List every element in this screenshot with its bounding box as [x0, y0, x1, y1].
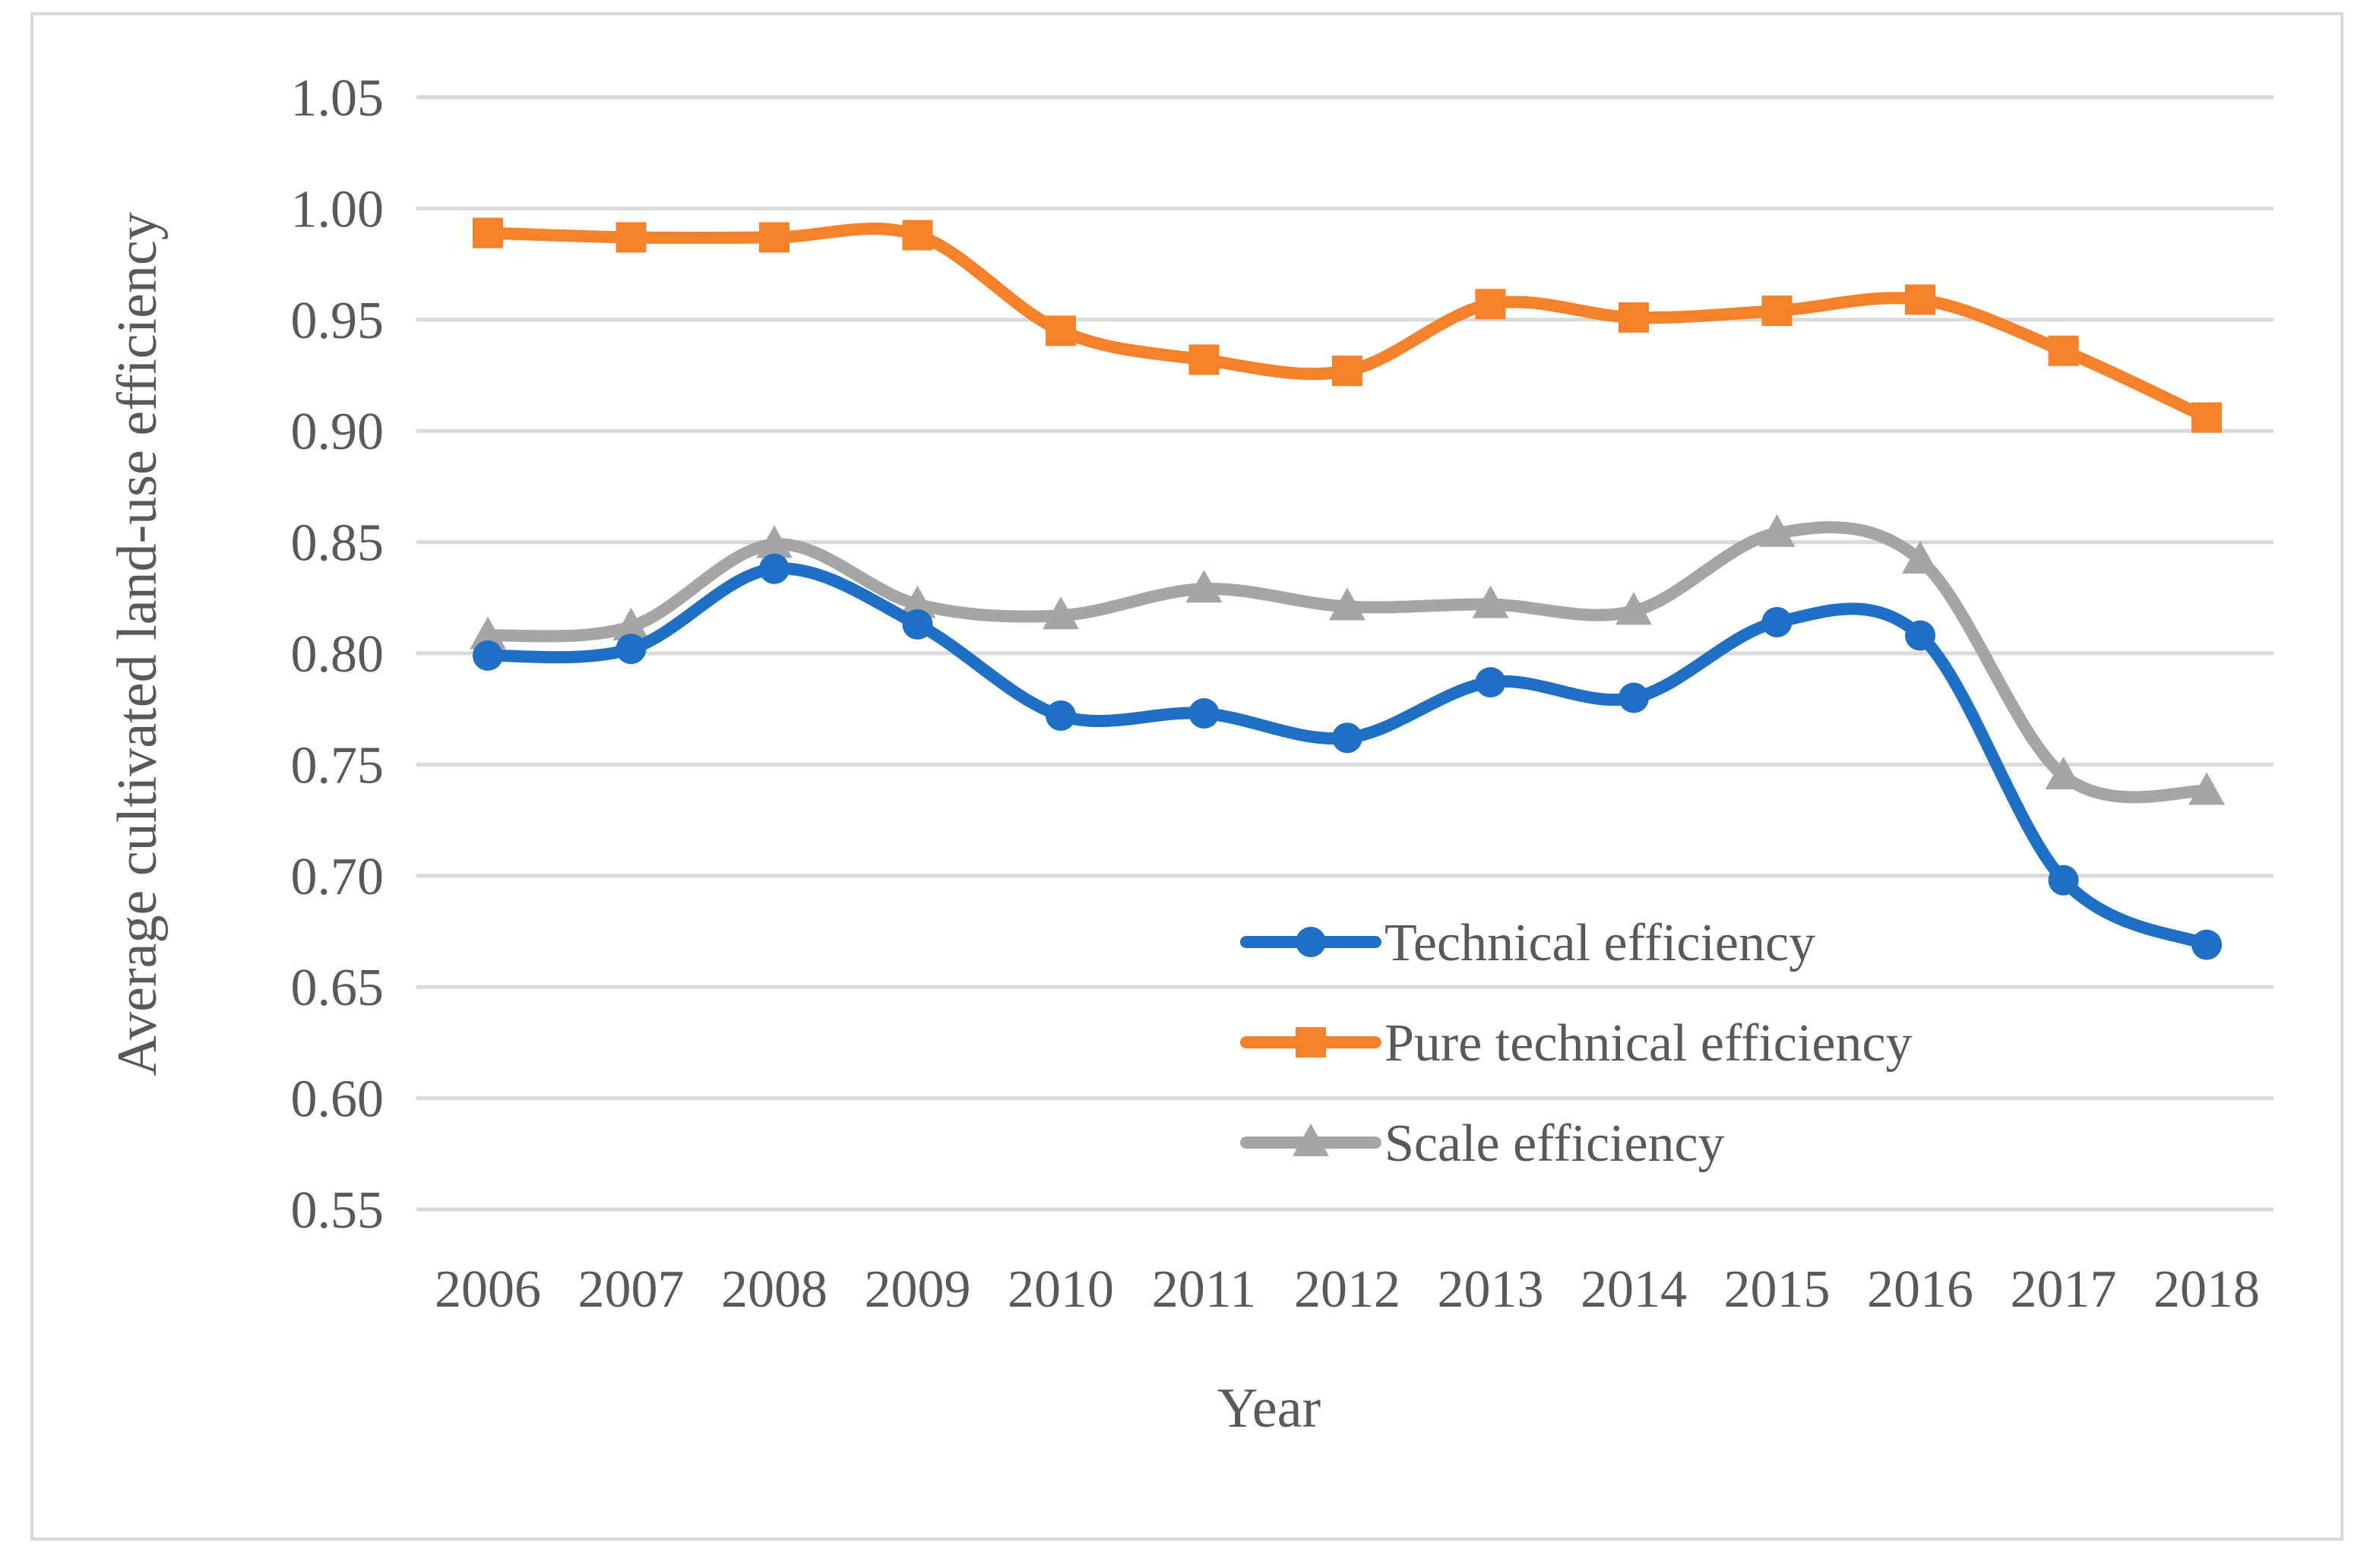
data-point — [756, 525, 793, 558]
x-tick-label: 2011 — [1152, 1260, 1256, 1319]
data-point — [1619, 682, 1649, 713]
x-tick-label: 2010 — [1008, 1260, 1114, 1319]
data-point — [1905, 620, 1935, 651]
data-point — [615, 634, 647, 665]
data-point — [1043, 596, 1079, 630]
data-point — [1332, 722, 1362, 754]
data-point — [1619, 302, 1649, 333]
y-tick-label: 0.70 — [291, 848, 384, 906]
x-tick-label: 2018 — [2153, 1260, 2260, 1319]
data-point — [1758, 514, 1796, 547]
x-tick-label: 2015 — [1724, 1260, 1831, 1319]
legend-label: Technical efficiency — [1384, 914, 1815, 972]
x-tick-label: 2008 — [721, 1260, 828, 1319]
data-point — [2191, 402, 2222, 433]
data-point — [1188, 344, 1220, 375]
data-point — [2191, 929, 2222, 960]
data-point — [1761, 607, 1793, 638]
data-point — [902, 220, 933, 251]
data-point — [2188, 772, 2225, 805]
legend-entry: Scale efficiency — [1240, 1114, 1725, 1173]
data-point — [473, 217, 503, 248]
x-tick-label: 2012 — [1294, 1260, 1400, 1319]
data-point — [902, 609, 933, 640]
x-axis-tick-labels: 2006 2007 2008 2009 2010 2011 2012 2013 2014 2015… — [435, 1260, 2260, 1319]
legend: Technical efficiency Pure technical effic… — [1240, 914, 1912, 1173]
data-point — [759, 553, 790, 584]
data-point — [1902, 541, 1938, 574]
data-point — [1761, 296, 1793, 327]
data-point — [2048, 335, 2079, 366]
y-tick-label: 0.85 — [291, 514, 384, 573]
series-scale-efficiency — [470, 514, 2225, 805]
data-point — [615, 222, 647, 253]
x-tick-label: 2016 — [1867, 1260, 1973, 1319]
y-axis-title: Average cultivated land-use efficiency — [106, 212, 169, 1076]
y-tick-label: 0.75 — [291, 736, 384, 795]
data-point — [759, 222, 790, 253]
chart-frame — [30, 12, 2343, 1541]
data-point — [1046, 700, 1076, 731]
data-point — [1329, 587, 1365, 621]
series-pure-technical-efficiency — [473, 217, 2222, 433]
legend-marker — [1296, 1027, 1326, 1057]
legend-marker — [1296, 927, 1326, 957]
x-tick-label: 2014 — [1581, 1260, 1687, 1319]
series-lines — [470, 217, 2225, 960]
data-point — [470, 616, 506, 650]
data-point — [1046, 315, 1076, 346]
data-point — [612, 607, 650, 640]
y-tick-label: 0.60 — [291, 1070, 384, 1129]
data-point — [1905, 284, 1935, 315]
data-point — [1185, 570, 1223, 603]
y-tick-label: 0.55 — [291, 1181, 384, 1240]
legend-entry: Pure technical efficiency — [1240, 1014, 1912, 1073]
data-point — [899, 585, 936, 618]
legend-entry: Technical efficiency — [1240, 914, 1815, 972]
gridlines — [416, 95, 2274, 1212]
y-tick-label: 0.90 — [291, 403, 384, 461]
x-tick-label: 2017 — [2011, 1260, 2117, 1319]
y-tick-label: 0.95 — [291, 292, 384, 350]
data-point — [1332, 356, 1362, 387]
data-point — [2045, 757, 2082, 790]
legend-label: Scale efficiency — [1384, 1114, 1725, 1173]
x-tick-label: 2006 — [435, 1260, 541, 1319]
data-point — [1615, 592, 1652, 625]
data-point — [1472, 585, 1509, 618]
y-tick-label: 1.05 — [291, 69, 384, 128]
x-tick-label: 2013 — [1438, 1260, 1544, 1319]
data-point — [2048, 865, 2079, 896]
y-axis-tick-labels: 0.55 0.60 0.65 0.70 0.75 0.80 0.85 0.90 0.95 1.00… — [291, 69, 384, 1240]
x-tick-label: 2009 — [865, 1260, 971, 1319]
data-point — [1475, 289, 1506, 320]
y-tick-label: 1.00 — [291, 180, 384, 239]
x-tick-label: 2007 — [578, 1260, 685, 1319]
legend-label: Pure technical efficiency — [1384, 1014, 1912, 1073]
data-point — [1475, 667, 1506, 698]
y-tick-label: 0.80 — [291, 625, 384, 684]
y-tick-label: 0.65 — [291, 959, 384, 1017]
series-technical-efficiency — [473, 553, 2222, 960]
x-axis-title: Year — [1217, 1377, 1321, 1440]
data-point — [1188, 698, 1220, 729]
legend-marker — [1293, 1124, 1329, 1156]
data-point — [473, 640, 503, 671]
